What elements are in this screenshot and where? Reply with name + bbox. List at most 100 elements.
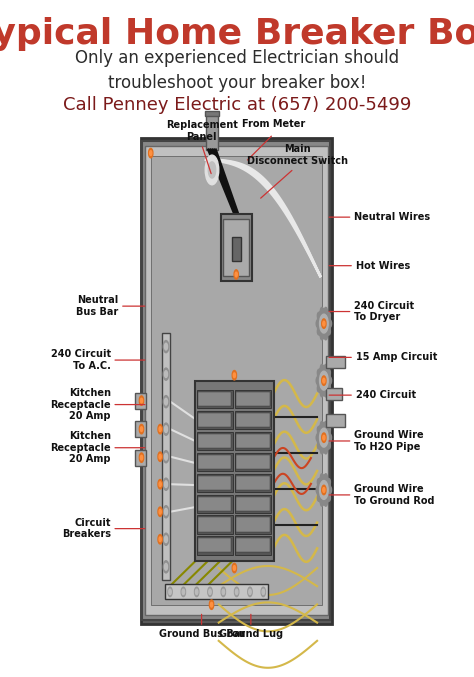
Circle shape (328, 385, 330, 392)
Bar (151, 156, 322, 605)
Text: Ground Wire
To H2O Pipe: Ground Wire To H2O Pipe (354, 430, 424, 452)
Circle shape (320, 333, 324, 340)
Circle shape (328, 487, 332, 494)
Circle shape (164, 508, 167, 515)
Circle shape (164, 454, 167, 460)
Bar (197, 474, 233, 492)
Bar (145, 146, 328, 615)
Circle shape (320, 500, 324, 506)
Bar (235, 453, 271, 471)
Circle shape (159, 509, 161, 514)
Bar (326, 388, 342, 400)
Circle shape (221, 587, 226, 596)
Circle shape (328, 377, 332, 384)
Bar (142, 141, 330, 620)
Bar (198, 476, 231, 490)
Bar (198, 517, 231, 531)
Circle shape (328, 494, 330, 501)
Bar (198, 392, 231, 406)
Bar (197, 536, 233, 554)
Bar (235, 536, 271, 554)
Bar (197, 411, 233, 429)
Circle shape (235, 272, 237, 277)
Text: Call Penney Electric at (657) 200-5499: Call Penney Electric at (657) 200-5499 (63, 96, 411, 114)
Text: Kitchen
Receptacle
20 Amp: Kitchen Receptacle 20 Amp (50, 388, 111, 421)
Circle shape (164, 481, 167, 487)
Circle shape (205, 155, 219, 185)
Circle shape (208, 162, 216, 178)
Bar (141, 137, 332, 624)
Bar (205, 110, 219, 116)
Circle shape (163, 506, 169, 518)
Circle shape (328, 479, 330, 485)
Circle shape (319, 314, 328, 333)
Circle shape (210, 600, 214, 609)
Circle shape (328, 328, 330, 335)
Circle shape (163, 368, 169, 380)
Circle shape (319, 371, 328, 390)
Bar (136, 421, 146, 437)
Text: From Meter: From Meter (242, 119, 305, 129)
Text: Typical Home Breaker Box: Typical Home Breaker Box (0, 17, 474, 51)
Circle shape (182, 589, 184, 594)
Circle shape (323, 487, 325, 492)
Circle shape (316, 487, 319, 494)
Text: 240 Circuit
To Dryer: 240 Circuit To Dryer (354, 301, 414, 322)
Text: Ground Lug: Ground Lug (219, 629, 283, 639)
Circle shape (323, 378, 325, 383)
Bar (232, 238, 241, 261)
Circle shape (328, 427, 330, 433)
Text: Neutral Wires: Neutral Wires (354, 212, 430, 222)
Circle shape (317, 475, 331, 505)
Circle shape (322, 376, 326, 385)
Circle shape (320, 474, 324, 481)
Circle shape (328, 320, 332, 327)
Circle shape (320, 364, 324, 371)
Bar (237, 538, 270, 552)
Text: Replacement
Panel: Replacement Panel (165, 120, 237, 141)
Circle shape (195, 589, 198, 594)
Bar (195, 380, 273, 561)
Circle shape (316, 320, 319, 327)
Bar (223, 219, 249, 276)
Circle shape (324, 422, 328, 429)
Circle shape (164, 398, 167, 405)
Bar (237, 496, 270, 510)
Circle shape (318, 385, 320, 392)
Circle shape (232, 370, 237, 380)
Bar (198, 413, 231, 427)
Circle shape (233, 566, 236, 570)
Circle shape (158, 535, 162, 544)
Circle shape (164, 563, 167, 570)
Bar (235, 411, 271, 429)
Circle shape (328, 442, 330, 449)
Circle shape (159, 537, 161, 542)
Circle shape (148, 148, 153, 158)
Text: 240 Circuit: 240 Circuit (356, 390, 416, 400)
Circle shape (324, 447, 328, 454)
Bar (198, 538, 231, 552)
Bar (207, 112, 218, 150)
Text: Ground Bus Bar: Ground Bus Bar (158, 629, 245, 639)
Circle shape (159, 454, 161, 459)
Circle shape (236, 589, 238, 594)
Circle shape (322, 319, 326, 328)
Circle shape (316, 435, 319, 441)
Bar (237, 413, 270, 427)
Circle shape (324, 307, 328, 314)
Circle shape (210, 603, 213, 607)
Circle shape (159, 482, 161, 487)
Text: Circuit
Breakers: Circuit Breakers (62, 518, 111, 540)
Circle shape (318, 479, 320, 485)
Text: Hot Wires: Hot Wires (356, 261, 410, 271)
Circle shape (316, 377, 319, 384)
Bar (198, 496, 231, 510)
Circle shape (318, 427, 320, 433)
Text: Only an experienced Electrician should
troubleshoot your breaker box!: Only an experienced Electrician should t… (75, 49, 399, 91)
Circle shape (318, 312, 320, 319)
Circle shape (163, 341, 169, 353)
Circle shape (323, 435, 325, 440)
Circle shape (318, 370, 320, 376)
Circle shape (163, 423, 169, 435)
Circle shape (317, 309, 331, 338)
